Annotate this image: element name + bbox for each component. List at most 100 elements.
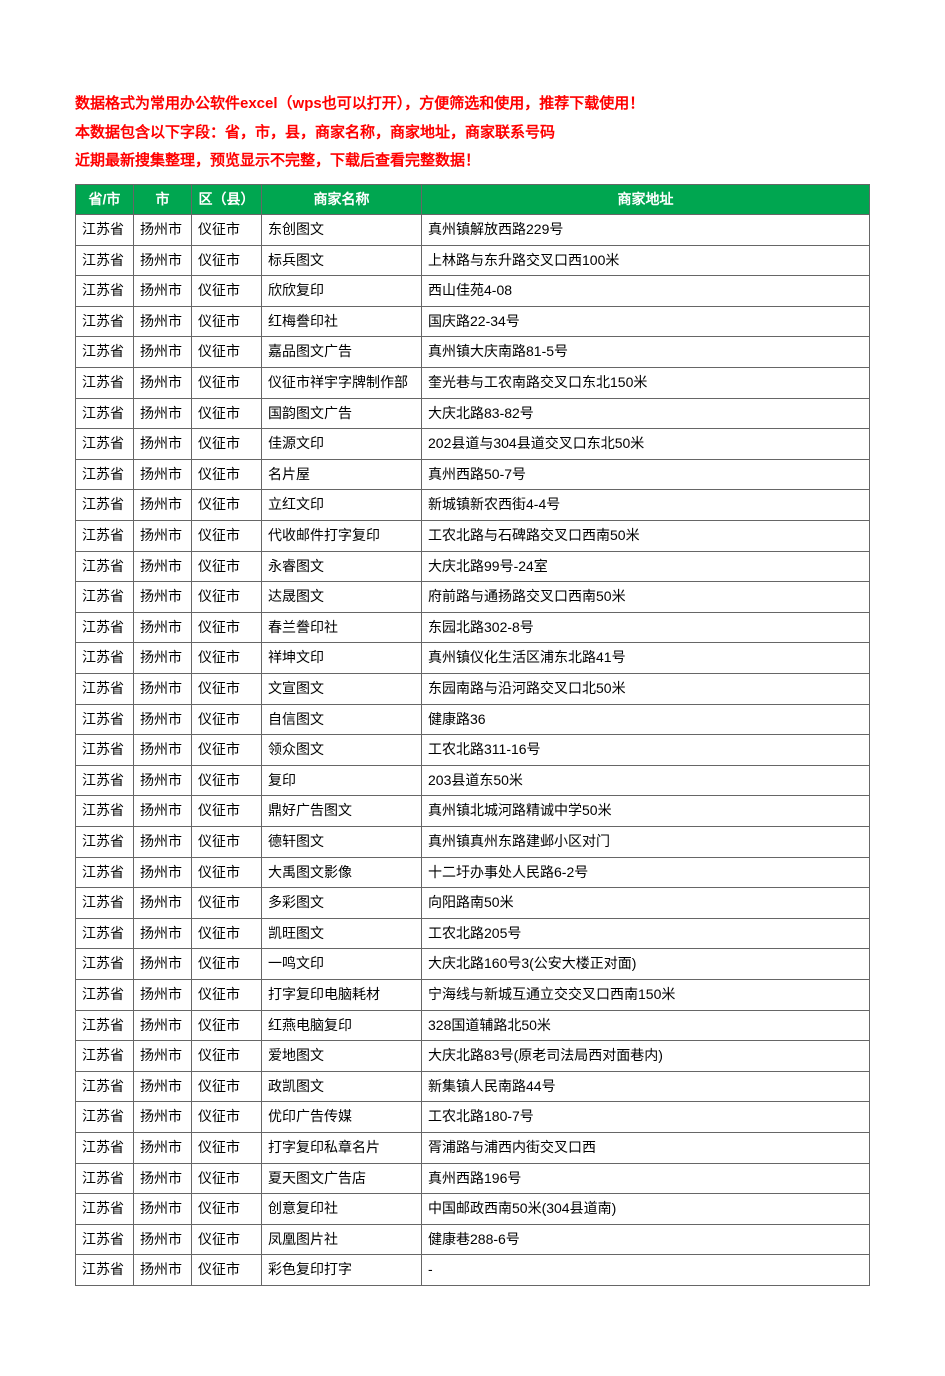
table-cell: 打字复印电脑耗材 <box>262 979 422 1010</box>
table-cell: - <box>422 1255 870 1286</box>
table-cell: 胥浦路与浦西内街交叉口西 <box>422 1132 870 1163</box>
table-cell: 仪征市 <box>192 490 262 521</box>
table-cell: 仪征市 <box>192 979 262 1010</box>
table-cell: 仪征市 <box>192 429 262 460</box>
table-cell: 江苏省 <box>76 306 134 337</box>
table-cell: 江苏省 <box>76 704 134 735</box>
header-name: 商家名称 <box>262 184 422 215</box>
table-row: 江苏省扬州市仪征市国韵图文广告大庆北路83-82号 <box>76 398 870 429</box>
table-cell: 江苏省 <box>76 521 134 552</box>
table-cell: 扬州市 <box>134 368 192 399</box>
table-cell: 自信图文 <box>262 704 422 735</box>
table-cell: 202县道与304县道交叉口东北50米 <box>422 429 870 460</box>
table-cell: 扬州市 <box>134 1071 192 1102</box>
table-cell: 扬州市 <box>134 674 192 705</box>
table-row: 江苏省扬州市仪征市彩色复印打字- <box>76 1255 870 1286</box>
table-cell: 扬州市 <box>134 582 192 613</box>
table-row: 江苏省扬州市仪征市复印203县道东50米 <box>76 765 870 796</box>
table-cell: 春兰誊印社 <box>262 612 422 643</box>
table-cell: 仪征市 <box>192 459 262 490</box>
table-row: 江苏省扬州市仪征市嘉品图文广告真州镇大庆南路81-5号 <box>76 337 870 368</box>
data-table: 省/市 市 区（县） 商家名称 商家地址 江苏省扬州市仪征市东创图文真州镇解放西… <box>75 184 870 1286</box>
table-cell: 扬州市 <box>134 612 192 643</box>
table-cell: 扬州市 <box>134 551 192 582</box>
header-county: 区（县） <box>192 184 262 215</box>
table-cell: 扬州市 <box>134 1224 192 1255</box>
table-cell: 江苏省 <box>76 551 134 582</box>
table-cell: 工农北路180-7号 <box>422 1102 870 1133</box>
table-cell: 江苏省 <box>76 949 134 980</box>
table-cell: 江苏省 <box>76 796 134 827</box>
table-cell: 仪征市 <box>192 368 262 399</box>
table-cell: 文宣图文 <box>262 674 422 705</box>
table-cell: 江苏省 <box>76 582 134 613</box>
table-cell: 大禹图文影像 <box>262 857 422 888</box>
table-cell: 健康路36 <box>422 704 870 735</box>
table-cell: 仪征市 <box>192 306 262 337</box>
table-cell: 扬州市 <box>134 490 192 521</box>
table-cell: 扬州市 <box>134 1163 192 1194</box>
table-row: 江苏省扬州市仪征市凯旺图文工农北路205号 <box>76 918 870 949</box>
table-row: 江苏省扬州市仪征市多彩图文向阳路南50米 <box>76 888 870 919</box>
table-cell: 宁海线与新城互通立交交叉口西南150米 <box>422 979 870 1010</box>
table-cell: 扬州市 <box>134 337 192 368</box>
table-cell: 仪征市 <box>192 1041 262 1072</box>
table-cell: 仪征市 <box>192 245 262 276</box>
table-cell: 佳源文印 <box>262 429 422 460</box>
intro-line-1: 数据格式为常用办公软件excel（wps也可以打开），方便筛选和使用，推荐下载使… <box>75 90 870 119</box>
table-cell: 优印广告传媒 <box>262 1102 422 1133</box>
table-row: 江苏省扬州市仪征市东创图文真州镇解放西路229号 <box>76 215 870 246</box>
table-cell: 仪征市 <box>192 735 262 766</box>
table-row: 江苏省扬州市仪征市祥坤文印真州镇仪化生活区浦东北路41号 <box>76 643 870 674</box>
table-cell: 工农北路205号 <box>422 918 870 949</box>
table-row: 江苏省扬州市仪征市文宣图文东园南路与沿河路交叉口北50米 <box>76 674 870 705</box>
table-row: 江苏省扬州市仪征市标兵图文上林路与东升路交叉口西100米 <box>76 245 870 276</box>
table-cell: 仪征市 <box>192 1132 262 1163</box>
table-cell: 江苏省 <box>76 368 134 399</box>
table-cell: 江苏省 <box>76 826 134 857</box>
table-cell: 仪征市 <box>192 1071 262 1102</box>
table-cell: 仪征市 <box>192 1194 262 1225</box>
table-cell: 扬州市 <box>134 276 192 307</box>
table-cell: 标兵图文 <box>262 245 422 276</box>
table-cell: 仪征市 <box>192 1224 262 1255</box>
table-cell: 扬州市 <box>134 1010 192 1041</box>
table-cell: 江苏省 <box>76 1010 134 1041</box>
table-cell: 江苏省 <box>76 276 134 307</box>
table-cell: 江苏省 <box>76 490 134 521</box>
table-cell: 江苏省 <box>76 888 134 919</box>
table-cell: 仪征市 <box>192 521 262 552</box>
table-cell: 扬州市 <box>134 398 192 429</box>
table-cell: 政凯图文 <box>262 1071 422 1102</box>
table-row: 江苏省扬州市仪征市大禹图文影像十二圩办事处人民路6-2号 <box>76 857 870 888</box>
table-cell: 江苏省 <box>76 1163 134 1194</box>
table-cell: 达晟图文 <box>262 582 422 613</box>
table-cell: 仪征市 <box>192 643 262 674</box>
table-cell: 江苏省 <box>76 215 134 246</box>
table-cell: 江苏省 <box>76 1071 134 1102</box>
table-cell: 仪征市 <box>192 582 262 613</box>
table-cell: 仪征市祥宇字牌制作部 <box>262 368 422 399</box>
table-cell: 仪征市 <box>192 857 262 888</box>
table-cell: 凯旺图文 <box>262 918 422 949</box>
table-cell: 上林路与东升路交叉口西100米 <box>422 245 870 276</box>
table-row: 江苏省扬州市仪征市佳源文印202县道与304县道交叉口东北50米 <box>76 429 870 460</box>
table-cell: 江苏省 <box>76 918 134 949</box>
table-cell: 仪征市 <box>192 1102 262 1133</box>
table-cell: 爱地图文 <box>262 1041 422 1072</box>
table-row: 江苏省扬州市仪征市优印广告传媒工农北路180-7号 <box>76 1102 870 1133</box>
table-cell: 江苏省 <box>76 735 134 766</box>
table-cell: 江苏省 <box>76 1132 134 1163</box>
table-cell: 扬州市 <box>134 735 192 766</box>
table-cell: 江苏省 <box>76 1224 134 1255</box>
table-cell: 扬州市 <box>134 521 192 552</box>
table-cell: 工农北路311-16号 <box>422 735 870 766</box>
table-cell: 仪征市 <box>192 949 262 980</box>
table-cell: 203县道东50米 <box>422 765 870 796</box>
table-cell: 仪征市 <box>192 551 262 582</box>
table-cell: 创意复印社 <box>262 1194 422 1225</box>
table-row: 江苏省扬州市仪征市打字复印私章名片胥浦路与浦西内街交叉口西 <box>76 1132 870 1163</box>
table-cell: 凤凰图片社 <box>262 1224 422 1255</box>
table-cell: 奎光巷与工农南路交叉口东北150米 <box>422 368 870 399</box>
table-cell: 名片屋 <box>262 459 422 490</box>
